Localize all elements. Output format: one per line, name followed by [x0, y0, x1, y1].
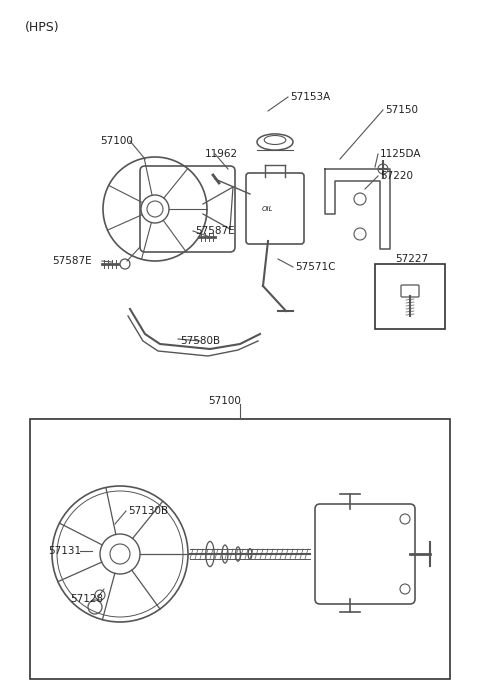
Text: 57150: 57150 [385, 105, 418, 115]
Text: 57587E: 57587E [52, 256, 92, 266]
Text: 57131: 57131 [48, 546, 81, 556]
Text: 1125DA: 1125DA [380, 149, 421, 159]
Bar [30, 419, 450, 679]
Text: 57153A: 57153A [290, 92, 330, 102]
Text: 57571C: 57571C [295, 262, 336, 272]
Text: 11962: 11962 [205, 149, 238, 159]
Text: (HPS): (HPS) [25, 21, 60, 34]
Text: OIL: OIL [261, 206, 273, 212]
Text: 57580B: 57580B [180, 336, 220, 346]
Text: 57130B: 57130B [128, 506, 168, 516]
Text: 57128: 57128 [70, 594, 103, 604]
Text: 57220: 57220 [380, 171, 413, 181]
Bar [375, 264, 445, 329]
Text: 57100: 57100 [209, 396, 241, 406]
Text: 57100: 57100 [100, 136, 133, 146]
Text: 57227: 57227 [395, 254, 428, 264]
Text: 57587E: 57587E [195, 226, 235, 236]
